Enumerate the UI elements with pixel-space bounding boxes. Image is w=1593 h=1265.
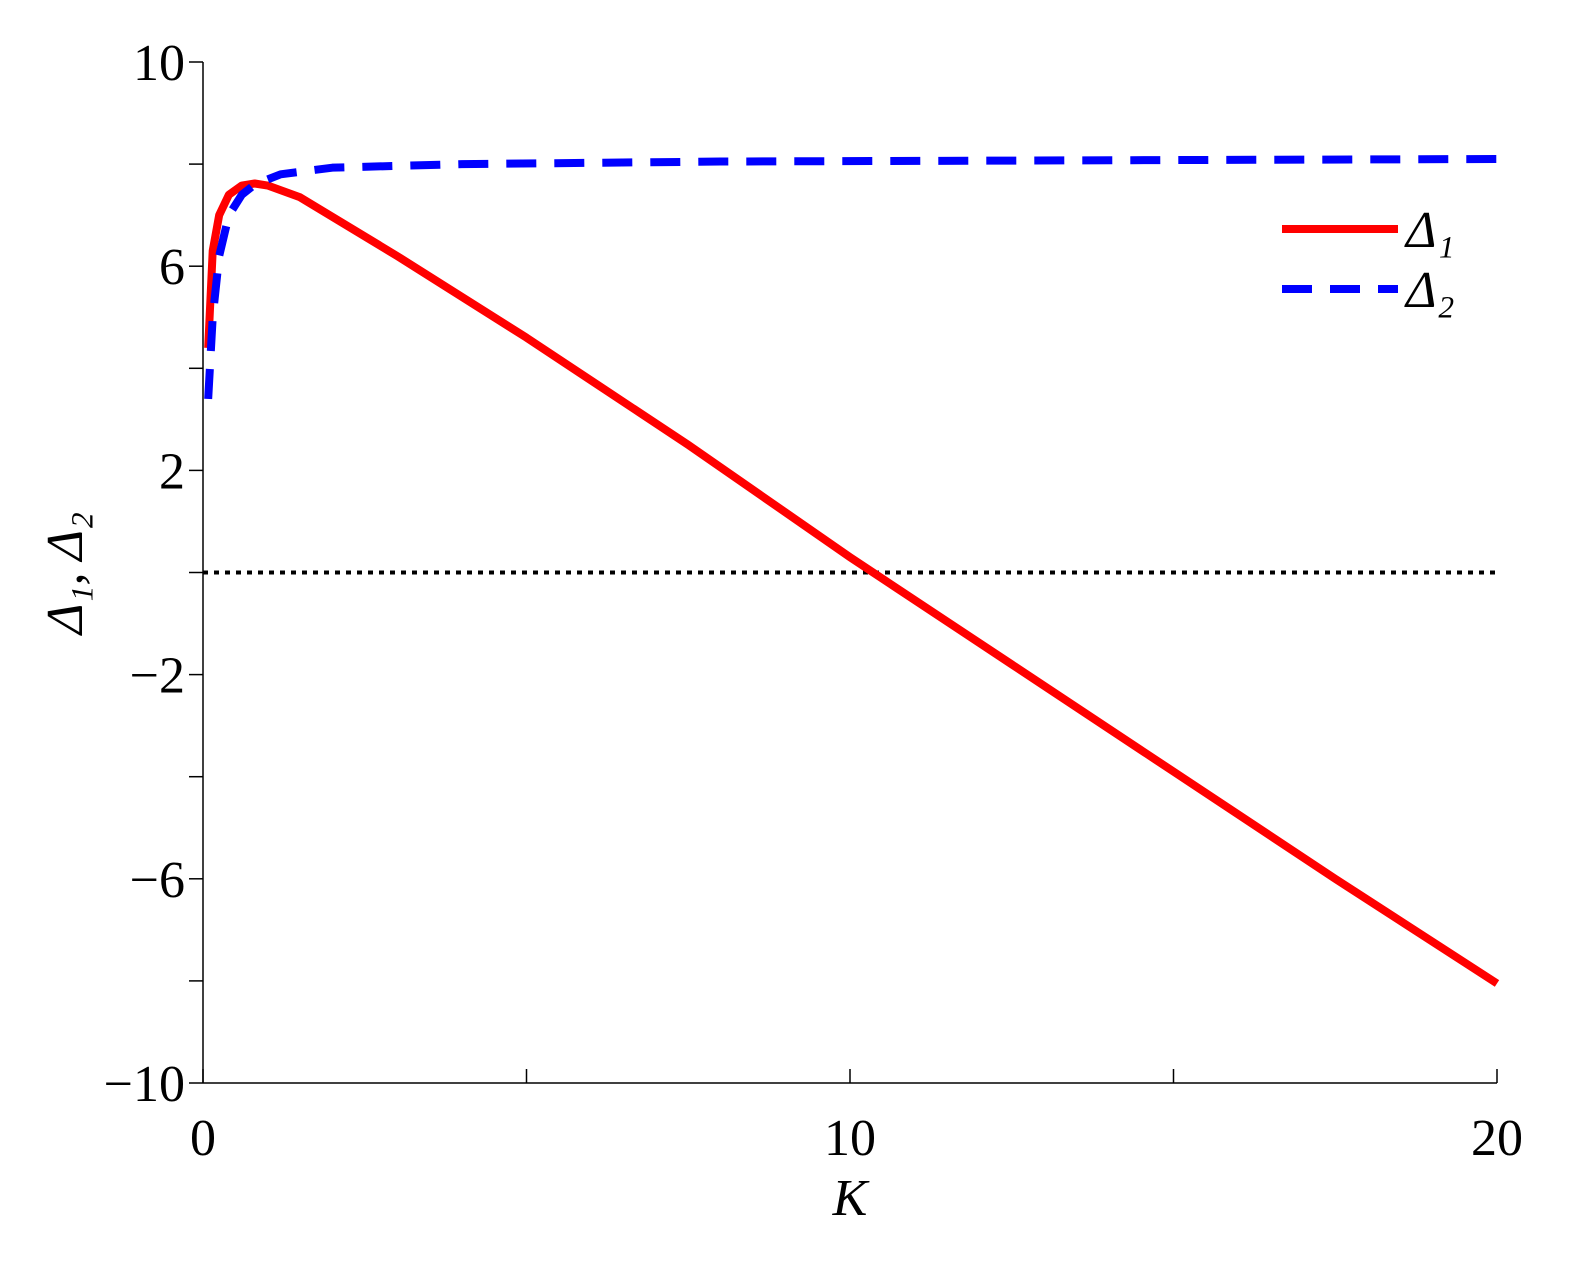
x-tick-label: 0 (190, 1110, 216, 1167)
y-axis-label: Δ₁, Δ₂ (37, 512, 94, 636)
legend-label: Δ₁ (1404, 202, 1455, 259)
x-tick-label: 10 (824, 1110, 876, 1167)
line-series (204, 154, 1498, 400)
line-series (204, 179, 1500, 987)
x-tick-label: 20 (1471, 1110, 1523, 1167)
y-tick-label: 2 (159, 443, 185, 500)
y-tick-label: 6 (159, 239, 185, 296)
y-tick-label: −10 (104, 1056, 185, 1113)
x-axis-label: K (832, 1170, 870, 1227)
y-tick-label: −6 (130, 852, 185, 909)
y-tick-label: 10 (133, 35, 185, 92)
y-tick-label: −2 (130, 648, 185, 705)
legend-label: Δ₂ (1404, 262, 1455, 319)
